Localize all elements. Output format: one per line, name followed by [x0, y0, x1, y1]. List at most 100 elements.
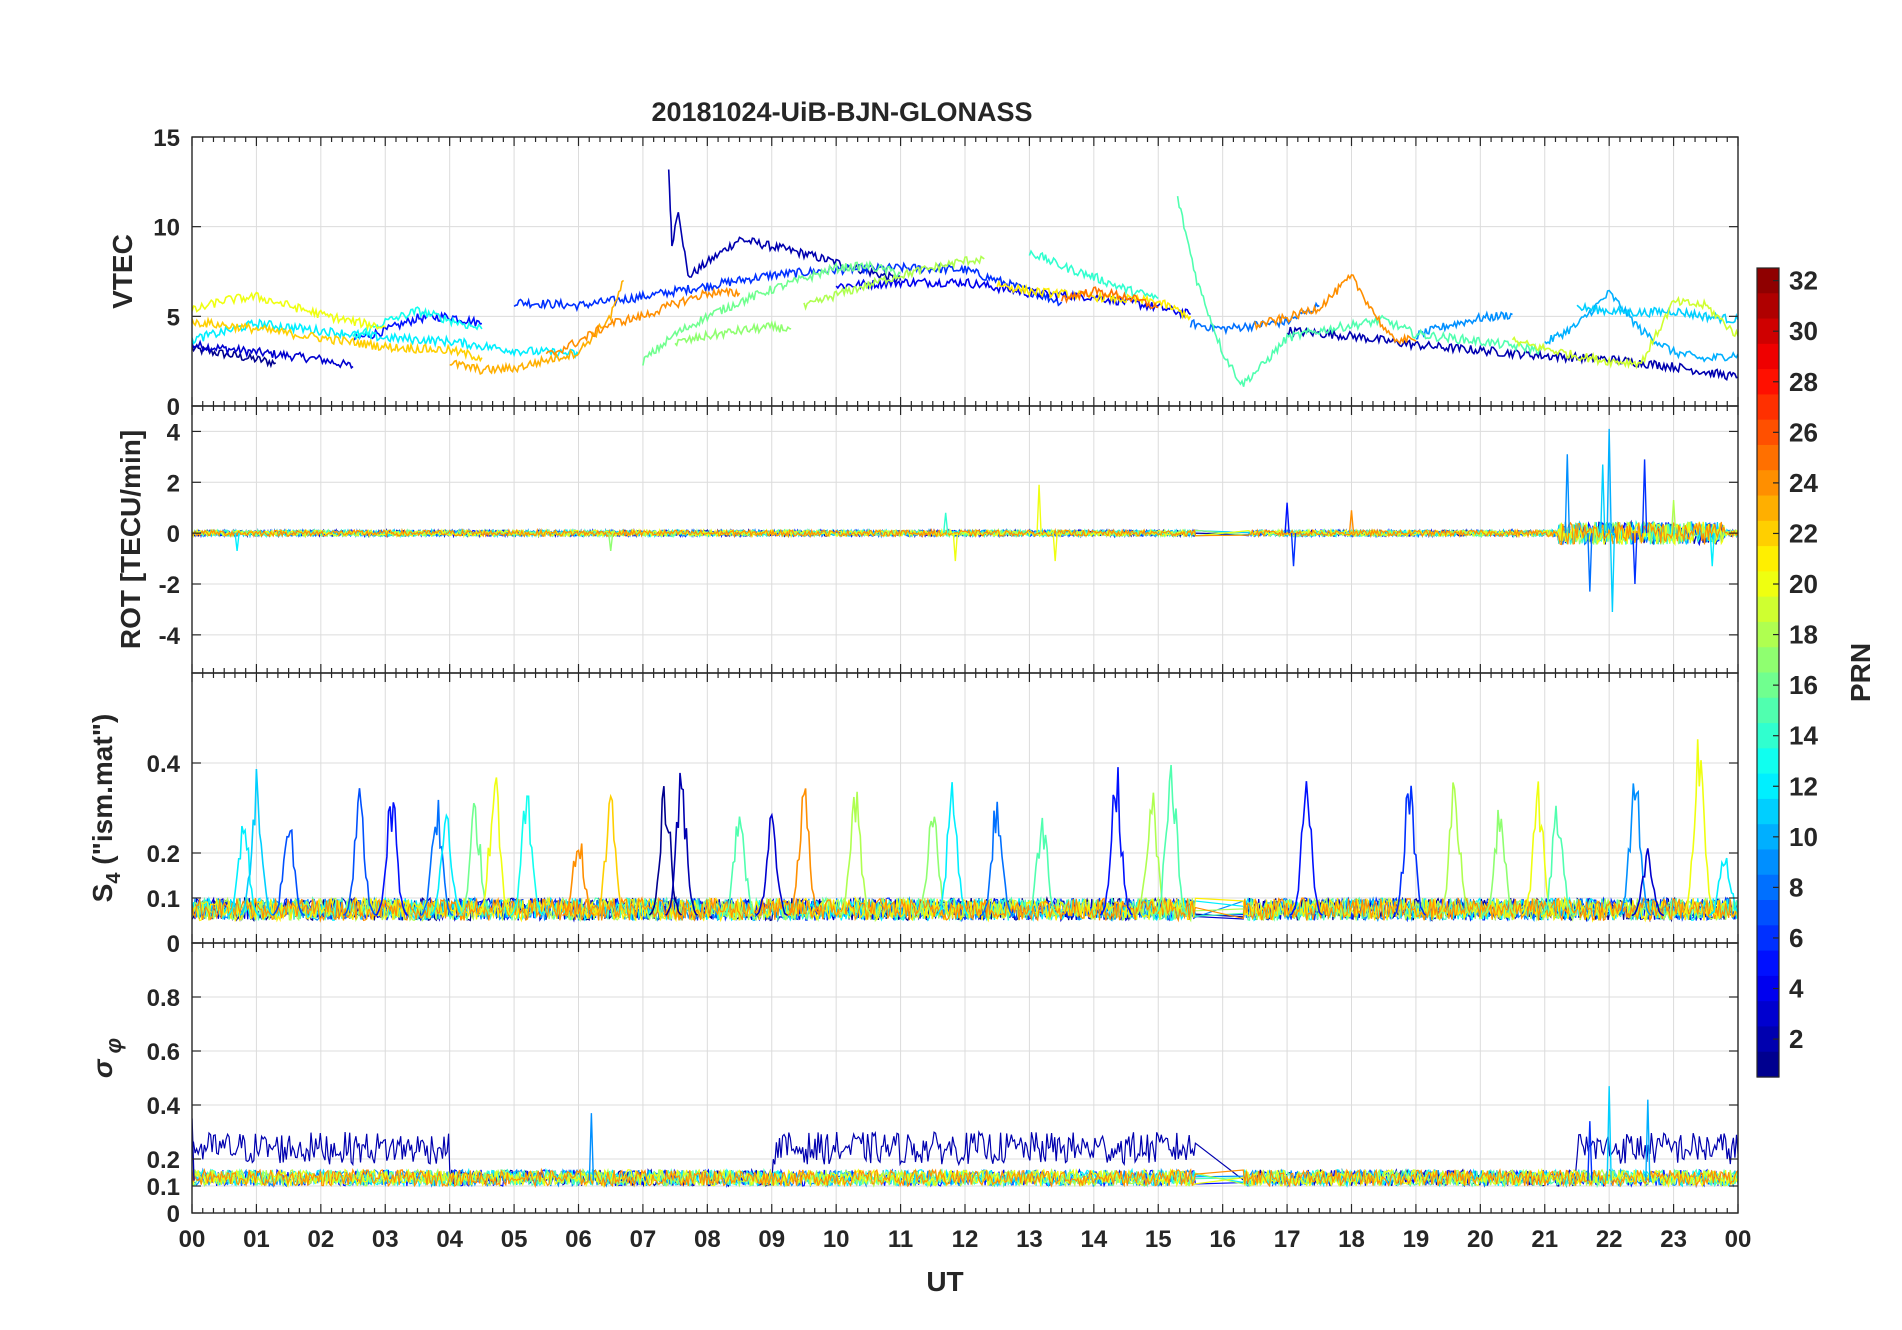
sigma-peak-1 [588, 1113, 595, 1181]
colorbar-tick-label: 26 [1789, 417, 1818, 447]
s4-peak-11 [562, 843, 595, 917]
rot-spike-14 [952, 533, 959, 562]
vtec-series-21 [1511, 295, 1738, 370]
rot-spike-17 [234, 533, 240, 552]
x-tick-label: 05 [501, 1226, 528, 1253]
colorbar-segment [1757, 723, 1779, 749]
s4-peak-29 [1483, 809, 1517, 917]
y-tick-label: 0 [167, 394, 180, 421]
rot-spike-15 [942, 512, 949, 534]
s4-peak-28 [1437, 782, 1472, 916]
y-axis-label: σ φ [87, 1038, 126, 1078]
colorbar-label: PRN [1845, 643, 1876, 702]
x-tick-label: 09 [758, 1226, 785, 1253]
x-tick-label: 08 [694, 1226, 721, 1253]
y-tick-label: 4 [167, 419, 181, 446]
colorbar-segment [1757, 748, 1779, 775]
s4-peak-34 [1682, 739, 1717, 916]
colorbar-segment [1757, 849, 1779, 876]
y-tick-label: 0.2 [147, 1147, 180, 1174]
s4-peak-9 [478, 777, 512, 916]
colorbar-segment [1757, 697, 1779, 724]
colorbar-tick-label: 22 [1789, 518, 1818, 548]
vtec-series-19 [192, 291, 386, 332]
x-tick-label: 21 [1531, 1226, 1558, 1253]
vtec-series-25 [1060, 286, 1159, 309]
y-tick-label: 0.4 [147, 751, 181, 778]
s4-peak-26 [1289, 781, 1323, 916]
colorbar-tick-label: 16 [1789, 670, 1818, 700]
grid-lines [191, 136, 1739, 407]
x-axis-label: UT [926, 1266, 963, 1297]
panel-2: -4 -2 0 2 4 ROT [TECU/min] [115, 405, 1739, 674]
rot-spike-6 [1641, 459, 1648, 534]
s4-peak-22 [1025, 817, 1059, 917]
colorbar-segment [1757, 672, 1779, 699]
series-group [192, 169, 1738, 387]
s4-peak-14 [664, 772, 699, 916]
colorbar-segment [1757, 546, 1779, 572]
y-tick-label: 0.6 [147, 1039, 180, 1066]
vtec-series-11 [1576, 301, 1738, 325]
y-tick-label: 0 [167, 1201, 180, 1228]
x-tick-label: 12 [952, 1226, 979, 1253]
y-tick-label: 0.1 [147, 1174, 180, 1201]
s4-peak-4 [342, 788, 377, 917]
s4-peak-6 [420, 799, 454, 917]
x-tick-label: 20 [1467, 1226, 1494, 1253]
y-tick-label: 0.8 [147, 985, 180, 1012]
vtec-series-1 [192, 343, 276, 369]
vtec-series-13 [352, 306, 483, 341]
colorbar-segment [1757, 369, 1779, 396]
s4-peak-2 [239, 768, 274, 916]
vtec-series-12 [192, 318, 580, 360]
rot-series-8 [192, 521, 1738, 546]
s4-peak-8 [458, 802, 493, 917]
rot-spike-4 [1606, 428, 1612, 534]
y-axis-label: S4 ("ism.mat") [87, 714, 125, 903]
panel-1: 0 5 10 15 VTEC [107, 125, 1739, 421]
colorbar-tick-label: 4 [1789, 974, 1804, 1004]
colorbar-segment [1757, 268, 1779, 294]
colorbar-segment [1757, 596, 1779, 623]
x-tick-label: 10 [823, 1226, 850, 1253]
s4-peak-3 [272, 828, 306, 917]
colorbar-segment [1757, 773, 1779, 800]
s4-peak-5 [375, 802, 409, 917]
rot-spike-8 [1632, 533, 1638, 585]
rot-spike-1 [1036, 484, 1042, 534]
series-group [192, 428, 1738, 612]
s4-peak-32 [1618, 783, 1652, 916]
colorbar-segment [1757, 318, 1779, 345]
colorbar-tick-label: 18 [1789, 620, 1818, 650]
s4-peak-12 [594, 793, 628, 917]
rot-spike-18 [608, 533, 614, 552]
grid-lines [191, 406, 1739, 673]
s4-peak-16 [755, 812, 789, 917]
s4-peak-35 [1708, 857, 1738, 917]
colorbar-segment [1757, 1051, 1779, 1078]
colorbar-tick-label: 8 [1789, 872, 1803, 902]
panel-4: 00.10.2 0.4 0.6 0.8 σ φ 00 01 02 03 04 05 06 07 08 09 1… [87, 942, 1751, 1297]
s4-peak-24 [1135, 792, 1169, 916]
x-tick-label: 02 [307, 1226, 334, 1253]
vtec-series-18 [803, 255, 985, 311]
s4-peak-23 [1099, 767, 1133, 916]
vtec-series-5 [513, 261, 1063, 313]
x-tick-label: 07 [630, 1226, 657, 1253]
y-tick-label: 15 [153, 125, 180, 152]
sigma-series-8 [192, 1167, 1738, 1189]
series-group [192, 1086, 1738, 1189]
colorbar-segment [1757, 798, 1779, 825]
x-tick-label: 01 [243, 1226, 270, 1253]
x-tick-label: 18 [1338, 1226, 1365, 1253]
sigma-peak-2 [1606, 1086, 1612, 1181]
colorbar-segment [1757, 925, 1779, 952]
y-tick-label: 0.2 [147, 841, 180, 868]
s4-peak-1 [227, 825, 260, 917]
colorbar-segment [1757, 900, 1779, 926]
sigma-peak-3 [1645, 1099, 1651, 1181]
colorbar-tick-label: 30 [1789, 316, 1818, 346]
